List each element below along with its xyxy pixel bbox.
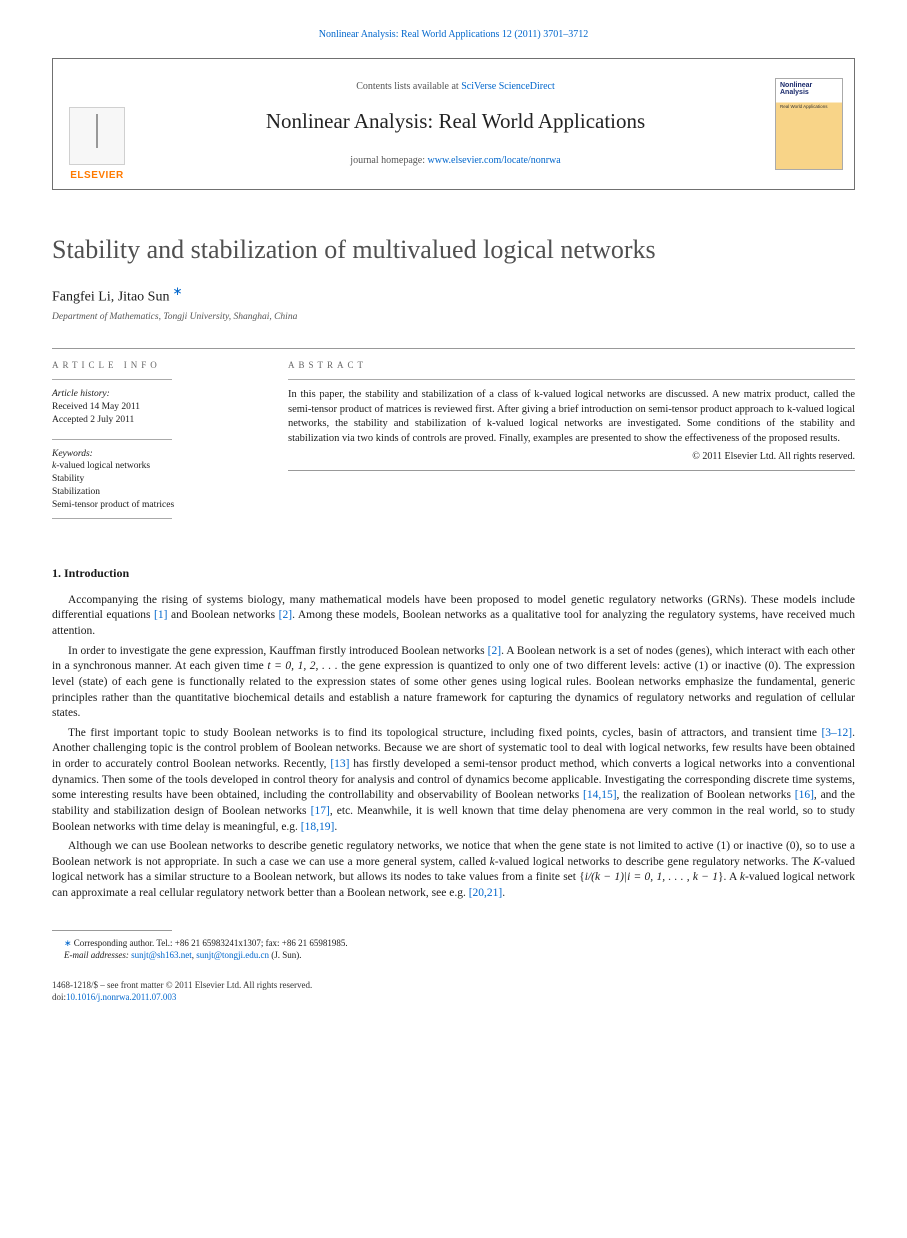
corresponding-footnote: ∗ Corresponding author. Tel.: +86 21 659… [52, 937, 855, 949]
email-footnote: E-mail addresses: sunjt@sh163.net, sunjt… [52, 949, 855, 961]
intro-para-1: Accompanying the rising of systems biolo… [52, 593, 855, 640]
ref-link[interactable]: [18,19] [301, 821, 335, 833]
info-rule [52, 379, 172, 380]
footnote-rule [52, 930, 172, 931]
abstract-col: abstract In this paper, the stability an… [274, 349, 855, 537]
abstract-bottom-rule [288, 470, 855, 471]
keywords-rule [52, 439, 172, 440]
math-time-var: t = 0, 1, 2, . . . [267, 660, 337, 672]
author-2: Jitao Sun [118, 289, 170, 304]
header-center: Contents lists available at SciVerse Sci… [141, 59, 770, 189]
intro-para-4: Although we can use Boolean networks to … [52, 839, 855, 902]
keyword: Semi-tensor product of matrices [52, 500, 174, 510]
journal-header-box: ELSEVIER Contents lists available at Sci… [52, 58, 855, 190]
cover-title: Nonlinear Analysis [780, 82, 838, 97]
authors-line: Fangfei Li, Jitao Sun ∗ [52, 283, 855, 308]
ref-link[interactable]: [2] [279, 609, 292, 621]
section-heading-intro: 1. Introduction [52, 565, 855, 581]
publisher-logo-cell: ELSEVIER [53, 59, 141, 189]
footnote-star-icon: ∗ [64, 938, 74, 948]
info-bottom-rule [52, 518, 172, 519]
history-received: Received 14 May 2011 [52, 402, 140, 412]
doi-link[interactable]: 10.1016/j.nonrwa.2011.07.003 [66, 992, 176, 1002]
email-link-2[interactable]: sunjt@tongji.edu.cn [196, 950, 269, 960]
journal-homepage-link[interactable]: www.elsevier.com/locate/nonrwa [428, 155, 561, 166]
keywords-heading: Keywords: [52, 449, 93, 459]
ref-link[interactable]: [17] [311, 805, 330, 817]
email-link-1[interactable]: sunjt@sh163.net [131, 950, 192, 960]
keyword: k-valued logical networks [52, 461, 150, 471]
intro-para-3: The first important topic to study Boole… [52, 726, 855, 835]
info-abstract-row: article info Article history: Received 1… [52, 348, 855, 537]
keywords-block: Keywords: k-valued logical networks Stab… [52, 448, 260, 512]
elsevier-tree-icon [69, 107, 125, 165]
abstract-label: abstract [288, 359, 855, 371]
article-info-label: article info [52, 359, 260, 371]
running-head: Nonlinear Analysis: Real World Applicati… [52, 28, 855, 42]
affiliation: Department of Mathematics, Tongji Univer… [52, 311, 855, 324]
running-head-link[interactable]: Nonlinear Analysis: Real World Applicati… [319, 29, 588, 40]
ref-link[interactable]: [16] [795, 789, 814, 801]
keyword: Stabilization [52, 487, 100, 497]
history-accepted: Accepted 2 July 2011 [52, 415, 134, 425]
article-info-col: article info Article history: Received 1… [52, 349, 274, 537]
footer-block: 1468-1218/$ – see front matter © 2011 El… [52, 979, 855, 1003]
abstract-text: In this paper, the stability and stabili… [288, 388, 855, 446]
intro-para-2: In order to investigate the gene express… [52, 644, 855, 722]
keyword: Stability [52, 474, 84, 484]
article-history: Article history: Received 14 May 2011 Ac… [52, 388, 260, 426]
sciencedirect-link[interactable]: SciVerse ScienceDirect [461, 81, 555, 92]
author-1: Fangfei Li [52, 289, 111, 304]
ref-link[interactable]: [13] [330, 758, 349, 770]
homepage-line: journal homepage: www.elsevier.com/locat… [350, 154, 560, 168]
journal-title: Nonlinear Analysis: Real World Applicati… [266, 107, 645, 135]
footer-issn: 1468-1218/$ – see front matter © 2011 El… [52, 979, 855, 991]
journal-cover-thumb: Nonlinear Analysis Real World Applicatio… [775, 78, 843, 170]
elsevier-label: ELSEVIER [70, 169, 123, 183]
cover-cell: Nonlinear Analysis Real World Applicatio… [770, 59, 854, 189]
abstract-copyright: © 2011 Elsevier Ltd. All rights reserved… [288, 450, 855, 464]
ref-link[interactable]: [2] [488, 645, 501, 657]
abstract-rule [288, 379, 855, 380]
contents-line: Contents lists available at SciVerse Sci… [356, 80, 555, 94]
cover-subtitle: Real World Applications [780, 104, 838, 110]
ref-link[interactable]: [3–12] [821, 727, 852, 739]
history-heading: Article history: [52, 389, 110, 399]
corresponding-author-link[interactable]: ∗ [169, 284, 182, 298]
ref-link[interactable]: [20,21] [469, 887, 503, 899]
ref-link[interactable]: [1] [154, 609, 167, 621]
ref-link[interactable]: [14,15] [583, 789, 617, 801]
footer-doi: doi:10.1016/j.nonrwa.2011.07.003 [52, 991, 855, 1003]
article-title: Stability and stabilization of multivalu… [52, 232, 855, 267]
